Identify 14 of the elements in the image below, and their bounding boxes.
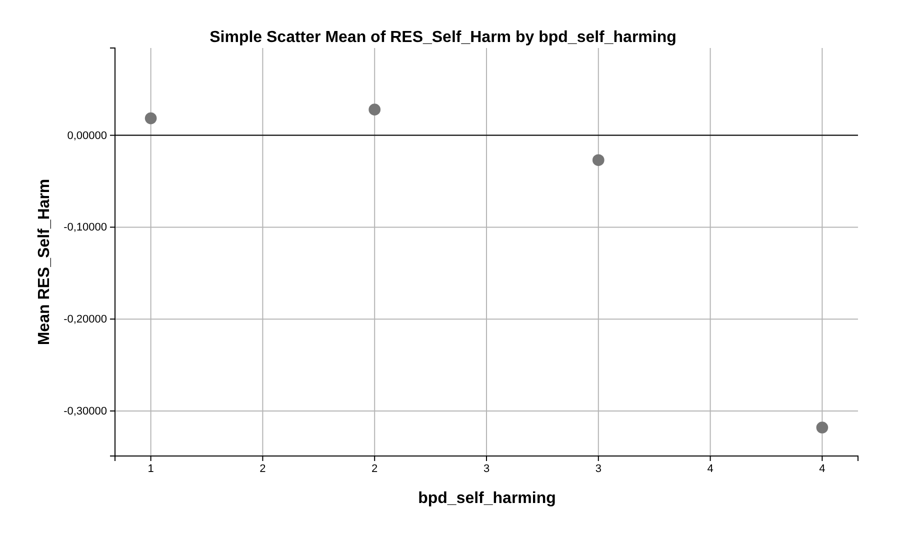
x-tick-label: 4 (707, 462, 714, 475)
y-tick-label: -0,10000 (64, 222, 107, 234)
y-tick-label: -0,30000 (64, 405, 107, 418)
x-tick-label: 4 (819, 462, 826, 475)
x-axis-title: bpd_self_harming (418, 490, 556, 507)
y-tick-label: 0,00000 (67, 130, 107, 142)
x-tick-label: 3 (483, 462, 490, 475)
x-tick-label: 1 (148, 462, 154, 475)
chart-title: Simple Scatter Mean of RES_Self_Harm by bpd_self_harming (210, 29, 676, 46)
x-tick-label: 3 (595, 462, 602, 475)
y-axis-title: Mean RES_Self_Harm (36, 178, 53, 346)
y-tick-label: -0,20000 (64, 314, 107, 326)
x-tick-label: 2 (372, 462, 378, 475)
x-tick-label: 2 (260, 462, 266, 475)
